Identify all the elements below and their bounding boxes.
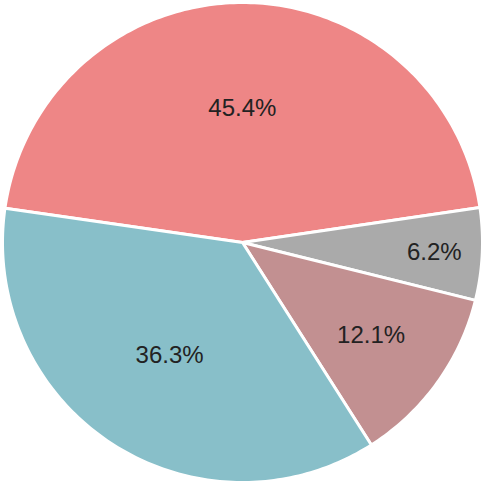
svg-text:45.4%: 45.4%	[208, 94, 276, 121]
svg-text:6.2%: 6.2%	[407, 238, 462, 265]
svg-text:12.1%: 12.1%	[337, 321, 405, 348]
svg-text:36.3%: 36.3%	[136, 341, 204, 368]
